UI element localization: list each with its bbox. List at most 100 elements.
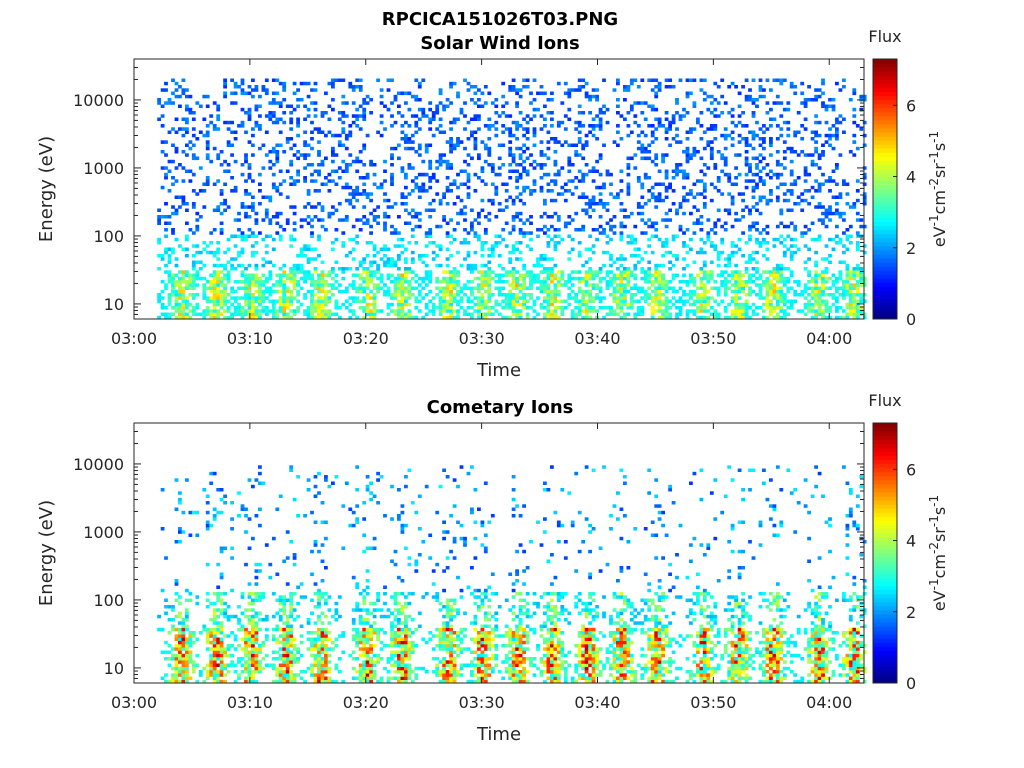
flux-cell [536,228,540,232]
flux-cell [748,293,752,297]
flux-cell [463,169,467,173]
flux-cell [209,231,214,235]
flux-cell [762,302,766,307]
flux-cell [404,296,408,300]
flux-cell [661,286,665,290]
flux-cell [515,241,519,245]
flux-cell [525,130,530,134]
flux-cell [556,306,561,310]
flux-cell [647,124,652,128]
flux-cell [588,257,592,261]
flux-cell [741,111,745,115]
flux-cell [386,88,391,92]
flux-cell [390,273,394,277]
flux-cell [292,280,297,284]
flux-cell [174,507,179,511]
flux-cell [261,143,266,147]
flux-cell [167,254,172,258]
flux-cell [289,276,294,281]
flux-cell [160,588,165,593]
flux-cell [515,280,519,284]
flux-cell [456,94,460,99]
flux-cell [174,208,179,212]
flux-cell [497,276,502,281]
flux-cell [720,280,725,284]
flux-cell [383,244,387,248]
flux-cell [744,159,749,164]
flux-cell [623,88,627,92]
flux-cell [574,211,579,216]
flux-cell [657,263,662,268]
flux-cell [657,309,662,313]
flux-cell [317,306,321,310]
flux-cell [254,276,259,281]
flux-cell [438,306,443,310]
flux-cell [390,293,394,297]
flux-cell [744,260,749,264]
flux-cell [205,309,210,313]
flux-cell [626,289,631,294]
flux-cell [428,166,433,170]
flux-cell [306,153,311,157]
flux-cell [285,296,290,300]
flux-cell [251,234,255,238]
flux-cell [191,205,196,209]
flux-cell [744,270,749,274]
flux-cell [852,276,857,281]
flux-cell [553,241,558,245]
flux-cell [487,283,492,287]
flux-cell [567,94,572,99]
flux-cell [702,189,707,193]
flux-cell [772,283,777,287]
flux-cell [800,124,805,128]
flux-cell [671,176,676,180]
flux-cell [337,111,342,115]
flux-cell [393,293,398,297]
flux-cell [282,98,287,102]
flux-cell [202,283,207,287]
flux-cell [650,88,655,92]
flux-cell [755,306,759,310]
flux-cell [772,293,777,297]
flux-cell [762,315,766,320]
flux-cell [230,120,234,125]
flux-cell [769,302,773,307]
flux-cell [188,315,193,320]
flux-cell [289,104,294,108]
flux-cell [251,202,255,206]
flux-cell [337,202,342,206]
flux-cell [185,273,189,277]
flux-cell [741,283,745,287]
flux-cell [842,260,846,264]
flux-cell [504,306,509,310]
flux-cell [417,218,422,222]
flux-cell [508,283,513,287]
flux-cell [501,163,506,167]
flux-cell [543,306,547,310]
flux-cell [282,306,287,310]
flux-cell [661,273,665,277]
flux-cell [417,309,422,313]
flux-cell [602,111,606,115]
flux-cell [404,273,408,277]
flux-cell [292,81,297,86]
flux-cell [664,289,669,294]
flux-cell [414,215,419,219]
flux-cell [807,257,811,261]
flux-cell [720,153,725,157]
flux-cell [546,267,551,271]
flux-cell [320,283,325,287]
flux-cell [501,94,506,99]
flux-cell [160,104,165,108]
flux-cell [459,286,464,290]
flux-cell [174,302,179,307]
flux-cell [720,78,725,82]
flux-cell [515,286,519,290]
flux-cell [223,286,227,290]
flux-cell [174,478,179,482]
flux-cell [470,267,474,271]
flux-cell [209,673,214,677]
flux-cell [386,289,391,294]
flux-cell [814,280,818,284]
flux-cell [191,276,196,281]
